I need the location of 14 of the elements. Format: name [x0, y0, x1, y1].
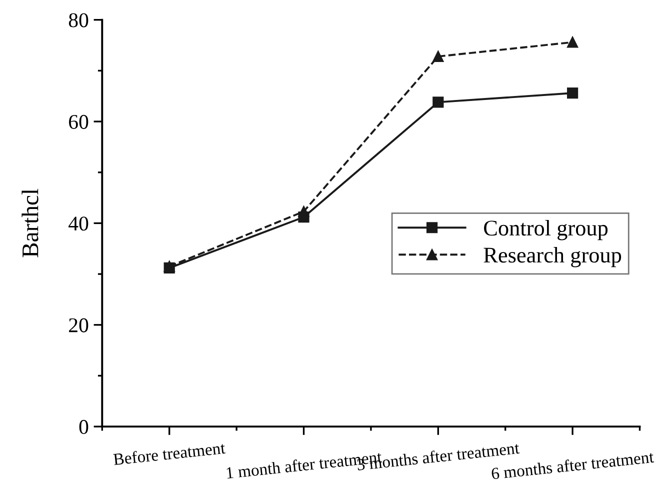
legend-label: Control group: [484, 220, 608, 240]
point: [298, 206, 310, 218]
point: [566, 87, 578, 99]
y-tick-label: 80: [68, 13, 88, 28]
y-tick-label: 0: [79, 420, 88, 434]
point: [566, 36, 578, 48]
y-axis-title: Barthcl: [22, 188, 38, 258]
y-tick-label: 60: [69, 114, 88, 129]
point: [432, 50, 444, 62]
point: [432, 96, 444, 108]
legend-label: Research group: [484, 247, 622, 268]
x-tick-label: Before treatment: [113, 442, 226, 466]
y-tick-label: 20: [69, 318, 88, 332]
y-tick-label: 40: [68, 216, 88, 231]
